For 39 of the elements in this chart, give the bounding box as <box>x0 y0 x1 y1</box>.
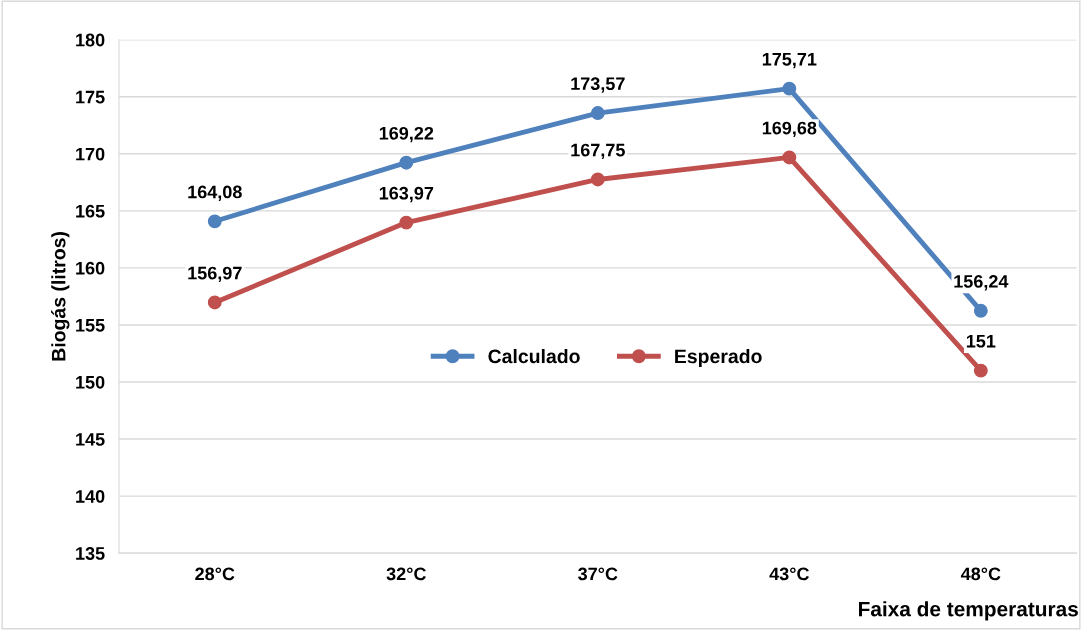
point <box>207 214 222 229</box>
y-tick-label: 135 <box>76 547 105 560</box>
point <box>782 81 797 96</box>
point <box>207 295 222 310</box>
y-tick-label: 175 <box>76 90 105 104</box>
y-tick-label: 170 <box>76 147 105 161</box>
point <box>782 150 797 165</box>
legend-label: Esperado <box>675 348 762 368</box>
x-tick-label: 43°C <box>769 567 809 581</box>
data-label: 169,22 <box>379 126 434 143</box>
y-tick-label: 140 <box>76 490 105 503</box>
data-label: 167,75 <box>571 143 625 160</box>
point <box>399 215 414 230</box>
data-label: 169,68 <box>762 121 817 138</box>
y-tick-label: 165 <box>76 204 105 218</box>
legend-label: Calculado <box>488 348 580 364</box>
data-label: 175,71 <box>762 53 817 69</box>
data-label: 164,08 <box>188 185 242 201</box>
x-tick-label: 28°C <box>195 567 235 581</box>
x-axis-title: Faixa de temperaturas <box>859 601 1078 621</box>
x-tick-label: 37°C <box>578 567 618 581</box>
x-tick-label: 48°C <box>960 567 1001 581</box>
y-tick-label: 145 <box>76 433 105 446</box>
data-label: 156,24 <box>954 274 1009 291</box>
point <box>590 172 605 187</box>
y-tick-label: 180 <box>76 33 105 47</box>
data-label: 163,97 <box>379 186 434 203</box>
y-tick-label: 160 <box>76 261 105 275</box>
data-label: 156,97 <box>188 266 242 283</box>
point <box>399 155 414 170</box>
y-tick-label: 150 <box>76 375 105 389</box>
data-label: 151 <box>966 334 996 348</box>
y-axis-title: Biogás (litros) <box>51 232 70 361</box>
y-tick-label: 155 <box>76 319 105 332</box>
point <box>973 303 988 318</box>
data-label: 173,57 <box>571 77 625 93</box>
point <box>590 106 605 121</box>
x-tick-label: 32°C <box>386 567 426 581</box>
point <box>973 363 988 378</box>
